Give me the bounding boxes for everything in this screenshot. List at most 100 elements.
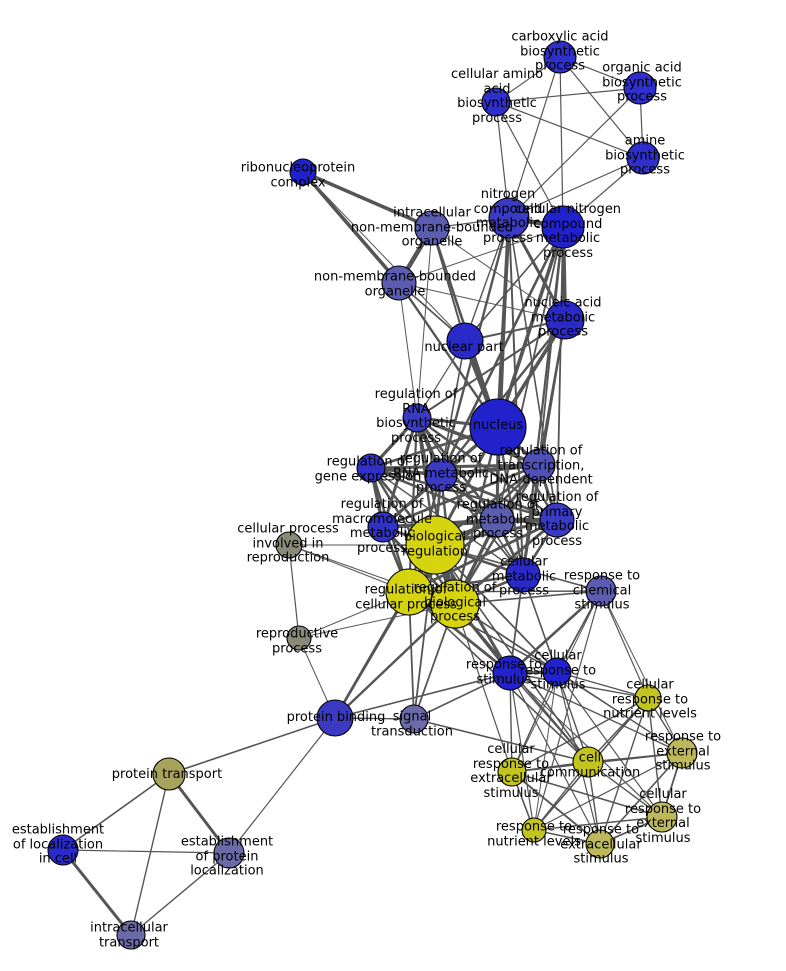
graph-node[interactable] bbox=[479, 502, 515, 538]
graph-edge bbox=[413, 718, 589, 763]
graph-node[interactable] bbox=[634, 684, 662, 712]
graph-node[interactable] bbox=[385, 568, 433, 616]
graph-edge bbox=[556, 671, 649, 699]
graph-node[interactable] bbox=[545, 300, 585, 340]
graph-node[interactable] bbox=[585, 829, 615, 859]
graph-edge bbox=[599, 697, 649, 845]
graph-node[interactable] bbox=[623, 71, 657, 105]
graph-edge bbox=[62, 773, 170, 851]
graph-edge bbox=[508, 589, 603, 675]
graph-edge bbox=[288, 544, 300, 639]
graph-edge bbox=[599, 752, 683, 845]
graph-node[interactable] bbox=[316, 699, 354, 737]
graph-node[interactable] bbox=[289, 158, 317, 186]
graph-edge bbox=[464, 217, 510, 342]
graph-edge bbox=[431, 227, 566, 321]
graph-node[interactable] bbox=[286, 625, 312, 651]
graph-node[interactable] bbox=[543, 40, 577, 74]
graph-edge bbox=[538, 226, 564, 466]
graph-edge bbox=[533, 752, 683, 831]
graph-node[interactable] bbox=[402, 403, 432, 433]
graph-node[interactable] bbox=[497, 757, 527, 787]
graph-edge bbox=[416, 319, 566, 419]
graph-node[interactable] bbox=[47, 834, 79, 866]
graph-edge bbox=[369, 466, 499, 522]
graph-node[interactable] bbox=[666, 737, 698, 769]
graph-edge bbox=[508, 157, 644, 219]
graph-node[interactable] bbox=[424, 458, 458, 492]
graph-edge bbox=[508, 56, 561, 219]
graph-edge bbox=[130, 852, 230, 936]
graph-node[interactable] bbox=[541, 205, 585, 249]
graph-edge bbox=[511, 771, 601, 845]
graph-edge bbox=[556, 671, 589, 763]
graph-node[interactable] bbox=[116, 920, 146, 950]
graph-edge bbox=[413, 672, 511, 720]
graph-node[interactable] bbox=[405, 515, 465, 575]
graph-edge bbox=[600, 590, 649, 699]
graph-edge bbox=[454, 603, 513, 773]
graph-edge bbox=[62, 849, 230, 854]
graph-node[interactable] bbox=[481, 87, 511, 117]
graph-edge bbox=[509, 672, 663, 818]
graph-edge bbox=[533, 816, 663, 831]
graph-edge bbox=[61, 848, 133, 937]
graph-edge bbox=[556, 671, 683, 754]
graph-edge bbox=[556, 671, 663, 818]
graph-node[interactable] bbox=[572, 746, 604, 778]
graph-edge bbox=[407, 416, 419, 594]
graph-edge bbox=[508, 87, 641, 219]
graph-node[interactable] bbox=[356, 453, 386, 483]
graph-node[interactable] bbox=[505, 557, 541, 593]
graph-edge bbox=[334, 672, 511, 719]
graph-node[interactable] bbox=[488, 197, 530, 239]
node-layer bbox=[47, 40, 698, 950]
graph-edge bbox=[647, 697, 663, 818]
graph-edge bbox=[415, 416, 499, 522]
graph-node[interactable] bbox=[626, 141, 660, 175]
graph-edge bbox=[495, 101, 564, 228]
graph-node[interactable] bbox=[646, 801, 678, 833]
graph-edge bbox=[301, 170, 434, 230]
graph-node[interactable] bbox=[275, 531, 303, 559]
graph-node[interactable] bbox=[492, 655, 528, 691]
graph-node[interactable] bbox=[399, 704, 429, 734]
graph-node[interactable] bbox=[521, 817, 547, 843]
graph-edge bbox=[509, 672, 589, 763]
graph-node[interactable] bbox=[469, 398, 527, 456]
graph-edge bbox=[464, 226, 564, 342]
graph-edge bbox=[509, 672, 601, 845]
graph-edge bbox=[398, 282, 566, 321]
graph-edge bbox=[495, 87, 641, 103]
graph-node[interactable] bbox=[522, 448, 556, 482]
graph-node[interactable] bbox=[414, 210, 450, 246]
graph-edge bbox=[509, 672, 535, 831]
graph-edge bbox=[511, 671, 558, 773]
graph-edge bbox=[439, 473, 559, 522]
graph-node[interactable] bbox=[381, 265, 417, 301]
graph-edge bbox=[511, 697, 649, 773]
graph-node[interactable] bbox=[430, 579, 480, 629]
graph-edge bbox=[381, 463, 541, 529]
graph-edge bbox=[301, 170, 401, 285]
graph-edge bbox=[559, 56, 564, 228]
graph-node[interactable] bbox=[213, 837, 245, 869]
graph-node[interactable] bbox=[367, 511, 399, 543]
graph-edge bbox=[509, 672, 649, 699]
graph-node[interactable] bbox=[539, 502, 575, 538]
graph-edge bbox=[302, 171, 466, 342]
graph-node[interactable] bbox=[152, 757, 186, 791]
graph-edge bbox=[533, 590, 602, 831]
graph-edge bbox=[298, 603, 456, 639]
graph-node[interactable] bbox=[585, 575, 617, 607]
graph-node[interactable] bbox=[446, 322, 484, 360]
edge-layer bbox=[61, 56, 683, 937]
graph-edge bbox=[398, 226, 564, 284]
graph-edge bbox=[228, 717, 336, 854]
graph-edge bbox=[511, 771, 663, 818]
graph-edge bbox=[333, 602, 457, 720]
graph-node[interactable] bbox=[542, 657, 572, 687]
graph-edge bbox=[495, 101, 644, 159]
